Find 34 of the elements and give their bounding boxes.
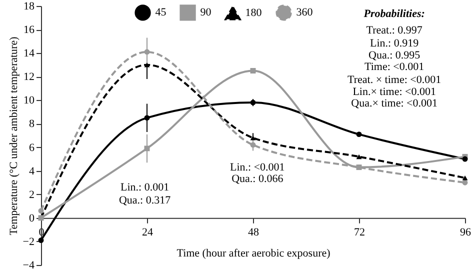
x-axis-title: Time (hour after aerobic exposure): [176, 247, 331, 260]
annotation: Lin.: 0.001: [120, 181, 170, 194]
annotation: Treat.: 0.997: [366, 24, 423, 37]
y-tick-label: −2: [22, 236, 34, 248]
annotation: Qua.: 0.066: [232, 173, 284, 186]
legend-label: 45: [155, 6, 167, 19]
y-tick-label: 18: [24, 0, 35, 12]
y-tick-label: 10: [24, 94, 35, 107]
y-tick-label: −4: [22, 260, 35, 272]
annotation: Lin.: <0.001: [230, 161, 285, 174]
y-tick-label: 16: [24, 24, 35, 36]
annotation: Lin.× time: <0.001: [352, 86, 436, 98]
annotation: Qua.: 0.995: [368, 49, 421, 62]
legend-label: 360: [296, 6, 314, 19]
x-tick-label: 24: [142, 226, 154, 238]
annotation: Time: <0.001: [364, 61, 424, 74]
y-axis-title: Temperature (°C under ambient temperature): [8, 36, 20, 236]
annotation: Probabilities:: [364, 8, 425, 20]
x-tick-label: 96: [460, 226, 472, 238]
y-tick-label: 4: [29, 165, 35, 178]
annotation: Treat. × time: <0.001: [348, 74, 442, 86]
x-tick-label: 48: [248, 226, 260, 238]
y-tick-label: 14: [24, 48, 35, 60]
y-tick-label: 6: [29, 142, 35, 154]
y-tick-label: 2: [29, 188, 34, 201]
y-tick-label: 12: [24, 71, 34, 84]
legend-label: 180: [245, 7, 262, 20]
annotation: Qua.: 0.317: [118, 194, 172, 206]
legend-label: 90: [200, 6, 212, 19]
y-tick-label: 8: [29, 118, 35, 130]
annotation: Lin.: 0.919: [370, 38, 420, 50]
annotation: Qua.× time: <0.001: [351, 98, 438, 110]
y-tick-label: 0: [29, 212, 35, 224]
x-tick-label: 72: [354, 226, 365, 238]
